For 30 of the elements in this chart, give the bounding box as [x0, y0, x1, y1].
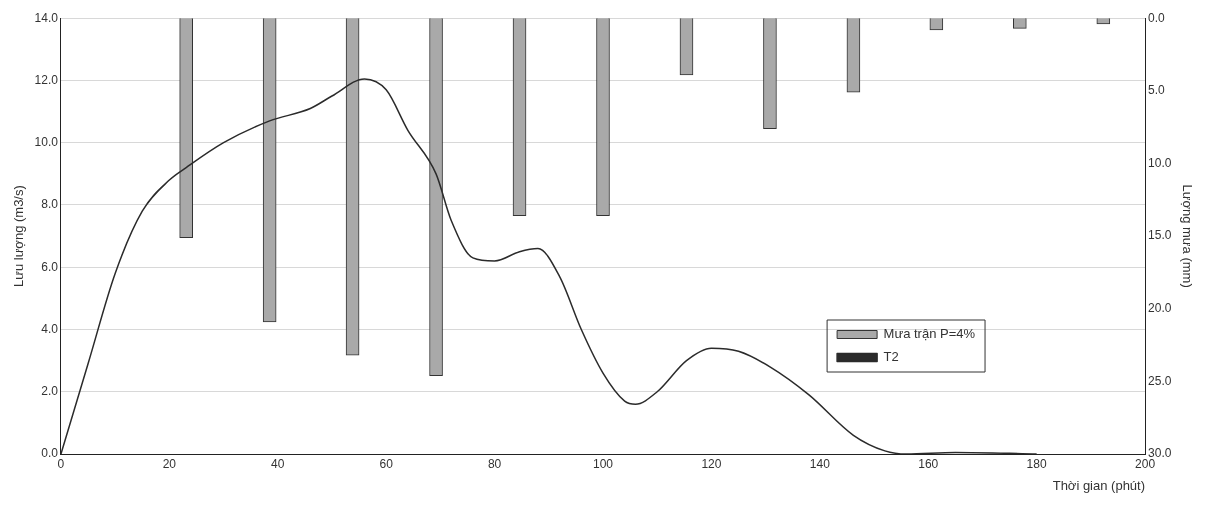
y2-tick-label: 15.0: [1148, 228, 1172, 243]
x-tick-label: 180: [1026, 456, 1047, 471]
y2-axis-title: Lượng mưa (mm): [1179, 184, 1195, 288]
y-tick-label: 2.0: [41, 384, 59, 399]
x-tick-label: 140: [809, 456, 831, 471]
legend-label: T2: [883, 349, 899, 365]
x-axis-title: Thời gian (phút): [1052, 477, 1146, 493]
y-tick-label: 4.0: [41, 321, 59, 336]
legend-label: Mưa trận P=4%: [883, 326, 976, 342]
x-tick-label: 40: [271, 456, 285, 471]
x-tick-label: 0: [57, 456, 65, 471]
y-tick-label: 8.0: [41, 197, 59, 212]
y-tick-label: 10.0: [34, 135, 59, 150]
y-tick-label: 0.0: [41, 446, 59, 461]
y2-tick-label: 10.0: [1148, 155, 1172, 170]
x-tick-label: 100: [592, 456, 614, 471]
y2-tick-label: 25.0: [1148, 373, 1172, 388]
x-tick-label: 80: [487, 456, 502, 471]
x-tick-label: 120: [701, 456, 722, 471]
y-tick-label: 12.0: [34, 72, 59, 87]
y2-tick-label: 5.0: [1148, 83, 1166, 98]
x-tick-label: 200: [1135, 456, 1156, 471]
x-tick-label: 20: [162, 456, 177, 471]
x-tick-label: 160: [918, 456, 939, 471]
y-axis-title: Lưu lượng (m3/s): [11, 185, 27, 287]
y-tick-label: 14.0: [34, 10, 59, 25]
y2-tick-label: 20.0: [1148, 301, 1172, 316]
y2-tick-label: 0.0: [1148, 10, 1166, 25]
x-tick-label: 60: [379, 456, 394, 471]
y-tick-label: 6.0: [41, 259, 59, 274]
